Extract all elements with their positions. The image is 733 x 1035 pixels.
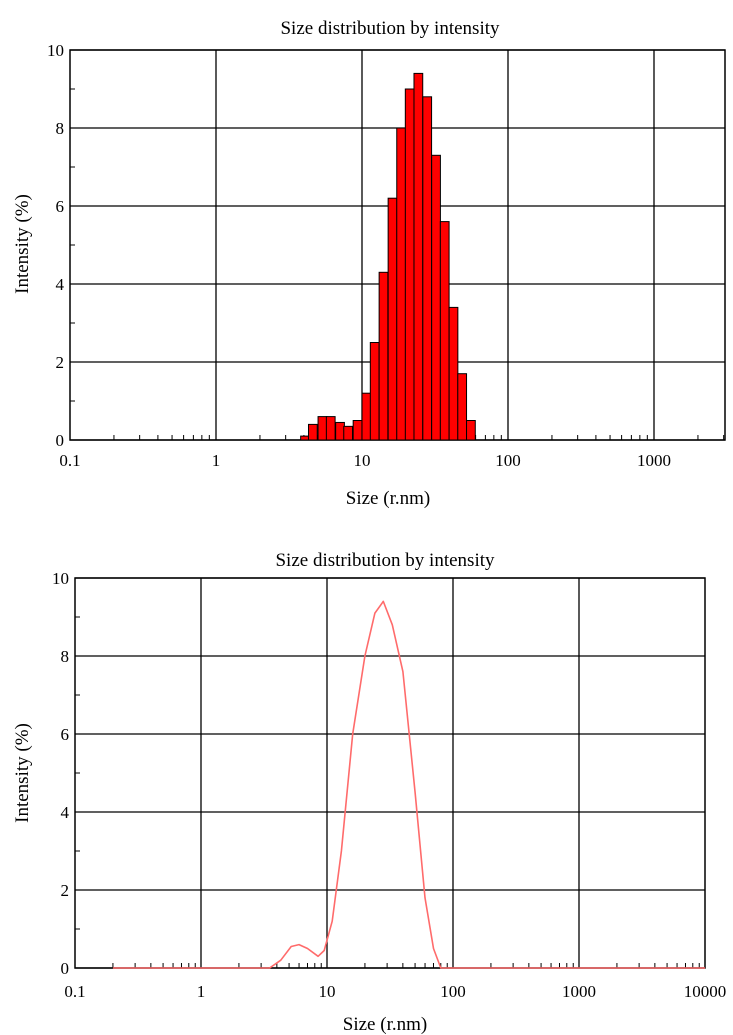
chart-2-x-tick-labels: 0.1 1 10 100 1000 10000 xyxy=(64,982,726,1001)
y-tick-label: 6 xyxy=(56,197,65,216)
chart-2-y-tick-labels: 0 2 4 6 8 10 xyxy=(52,569,70,978)
x-tick-label: 100 xyxy=(495,451,521,470)
chart-2-grid xyxy=(74,577,706,969)
y-tick-label: 2 xyxy=(56,353,65,372)
histogram-bar xyxy=(317,416,328,441)
histogram-bar xyxy=(404,88,415,441)
chart-2-y-axis-label: Intensity (%) xyxy=(12,723,33,823)
x-tick-label: 10 xyxy=(319,982,336,1001)
chart-1-y-axis-label: Intensity (%) xyxy=(12,194,33,294)
histogram-bar xyxy=(352,420,363,441)
y-tick-label: 2 xyxy=(61,881,70,900)
histogram-bar xyxy=(307,423,318,441)
histogram-bar xyxy=(369,342,380,441)
plot-frame xyxy=(74,577,706,969)
histogram-bar xyxy=(422,96,433,441)
histogram-bar xyxy=(378,271,389,441)
chart-1-x-tick-labels: 0.1 1 10 100 1000 xyxy=(59,451,671,470)
y-tick-label: 8 xyxy=(61,647,70,666)
x-tick-label: 1000 xyxy=(562,982,596,1001)
y-tick-label: 0 xyxy=(56,431,65,450)
histogram-bar xyxy=(413,72,424,441)
x-tick-label: 1 xyxy=(197,982,206,1001)
histogram-bar xyxy=(343,425,354,441)
x-tick-label: 10000 xyxy=(684,982,727,1001)
histogram-bar xyxy=(439,221,450,441)
x-tick-label: 100 xyxy=(440,982,466,1001)
histogram-bar xyxy=(396,127,407,441)
chart-1-x-axis-label: Size (r.nm) xyxy=(346,488,430,509)
y-tick-label: 4 xyxy=(56,275,65,294)
chart-2-series xyxy=(112,600,705,969)
x-tick-label: 0.1 xyxy=(59,451,80,470)
intensity-curve xyxy=(112,600,705,969)
chart-1-minor-ticks xyxy=(70,88,725,440)
x-tick-label: 1 xyxy=(212,451,221,470)
y-tick-label: 10 xyxy=(47,41,64,60)
chart-2-line: Size distribution by intensity 0.1 1 10 100… xyxy=(12,550,726,1035)
x-tick-label: 0.1 xyxy=(64,982,85,1001)
y-tick-label: 10 xyxy=(52,569,69,588)
chart-1-y-tick-labels: 0 2 4 6 8 10 xyxy=(47,41,65,450)
chart-1-bars xyxy=(300,72,476,441)
chart-1-title: Size distribution by intensity xyxy=(280,18,500,39)
x-tick-label: 10 xyxy=(354,451,371,470)
y-tick-label: 6 xyxy=(61,725,70,744)
chart-1-histogram: Size distribution by intensity 0.1 1 10 100… xyxy=(12,18,726,509)
histogram-bar xyxy=(448,306,459,441)
y-tick-label: 8 xyxy=(56,119,65,138)
histogram-bar xyxy=(325,416,336,441)
histogram-bar xyxy=(387,197,398,441)
histogram-bar xyxy=(431,154,441,441)
chart-2-minor-ticks xyxy=(75,616,700,968)
histogram-bar xyxy=(466,420,476,441)
y-tick-label: 0 xyxy=(61,959,70,978)
y-tick-label: 4 xyxy=(61,803,70,822)
chart-2-x-axis-label: Size (r.nm) xyxy=(343,1014,427,1035)
chart-2-title: Size distribution by intensity xyxy=(275,550,495,571)
histogram-bar xyxy=(361,392,372,441)
histogram-bar xyxy=(457,373,468,441)
x-tick-label: 1000 xyxy=(637,451,671,470)
histogram-bar xyxy=(335,421,345,441)
